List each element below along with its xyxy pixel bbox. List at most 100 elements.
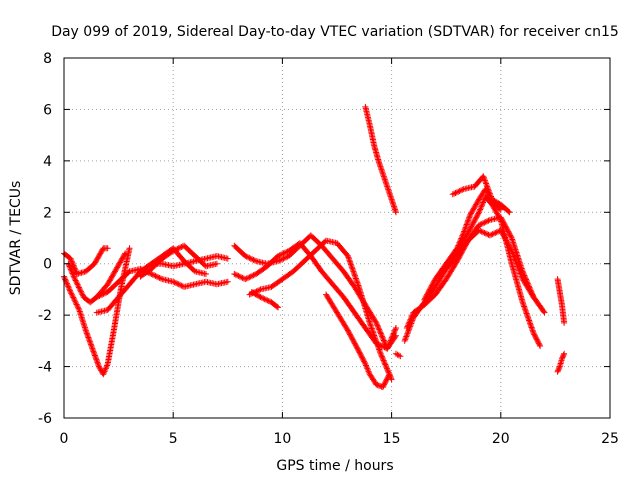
data-point bbox=[256, 293, 263, 300]
data-point bbox=[66, 287, 73, 294]
data-point bbox=[113, 265, 120, 272]
data-point bbox=[213, 260, 220, 267]
data-point bbox=[111, 269, 118, 276]
data-point bbox=[384, 366, 391, 373]
x-tick-label: 10 bbox=[273, 431, 291, 447]
data-point bbox=[378, 343, 385, 349]
data-point bbox=[404, 323, 411, 330]
data-point bbox=[497, 206, 504, 213]
data-point bbox=[344, 326, 351, 333]
data-point bbox=[485, 187, 492, 194]
data-point bbox=[530, 330, 537, 337]
data-point bbox=[66, 263, 73, 270]
data-point bbox=[422, 294, 429, 301]
data-point bbox=[501, 222, 508, 229]
data-point bbox=[349, 335, 356, 342]
data-point bbox=[348, 334, 355, 340]
data-point bbox=[457, 187, 464, 194]
data-point bbox=[95, 363, 102, 370]
data-point bbox=[358, 353, 365, 360]
data-point bbox=[260, 295, 267, 302]
data-point bbox=[96, 292, 103, 299]
data-point bbox=[264, 297, 271, 304]
data-point bbox=[485, 217, 492, 224]
data-point bbox=[95, 362, 102, 369]
data-point bbox=[422, 295, 429, 302]
data-point bbox=[529, 292, 536, 299]
data-point bbox=[111, 268, 118, 275]
data-point bbox=[355, 346, 362, 353]
data-point bbox=[175, 281, 182, 288]
data-point bbox=[99, 291, 106, 298]
data-point bbox=[385, 372, 392, 379]
data-point bbox=[480, 199, 487, 206]
data-point bbox=[478, 228, 485, 235]
data-point bbox=[378, 332, 385, 339]
plot-border bbox=[63, 57, 611, 419]
data-point bbox=[148, 271, 155, 277]
data-point bbox=[177, 244, 184, 251]
data-point bbox=[92, 259, 99, 266]
data-point bbox=[281, 254, 288, 261]
data-point bbox=[69, 270, 76, 277]
data-point bbox=[504, 227, 511, 234]
data-point bbox=[499, 217, 506, 223]
data-point bbox=[487, 192, 494, 199]
data-point bbox=[245, 254, 252, 261]
data-point bbox=[471, 217, 478, 223]
data-point bbox=[380, 357, 387, 364]
data-point bbox=[88, 342, 95, 349]
data-point bbox=[114, 263, 121, 270]
data-point bbox=[78, 289, 85, 296]
data-point bbox=[76, 285, 83, 292]
data-point bbox=[71, 274, 78, 281]
data-point bbox=[75, 283, 82, 290]
data-point bbox=[279, 251, 286, 258]
data-point bbox=[536, 341, 543, 348]
data-point bbox=[455, 241, 462, 248]
data-point bbox=[70, 273, 77, 280]
series-track bbox=[554, 350, 568, 375]
data-point bbox=[404, 329, 411, 336]
data-point bbox=[75, 284, 82, 291]
data-point bbox=[83, 330, 90, 337]
data-point bbox=[90, 348, 97, 355]
data-point bbox=[473, 213, 480, 220]
x-axis-label: GPS time / hours bbox=[276, 458, 393, 474]
data-point bbox=[458, 235, 465, 242]
data-point bbox=[246, 274, 253, 281]
data-point bbox=[379, 334, 386, 341]
data-point bbox=[516, 267, 523, 274]
data-point bbox=[373, 319, 380, 326]
data-point bbox=[475, 227, 482, 234]
data-point bbox=[68, 290, 75, 297]
data-point bbox=[459, 232, 466, 239]
data-point bbox=[406, 317, 413, 324]
data-point bbox=[460, 229, 467, 236]
data-point bbox=[382, 362, 389, 369]
data-point bbox=[108, 274, 115, 281]
data-point bbox=[242, 253, 249, 259]
data-point bbox=[481, 177, 488, 184]
data-point bbox=[377, 329, 384, 336]
data-point bbox=[466, 214, 473, 221]
data-point bbox=[484, 231, 491, 238]
data-point bbox=[381, 380, 388, 387]
data-point bbox=[518, 273, 525, 280]
data-point bbox=[405, 322, 412, 329]
x-tick-label: 15 bbox=[383, 431, 401, 447]
data-point bbox=[480, 198, 487, 205]
data-point bbox=[104, 362, 111, 369]
data-point bbox=[91, 352, 98, 359]
data-point bbox=[508, 247, 515, 254]
data-point bbox=[359, 354, 366, 361]
data-point bbox=[479, 200, 486, 207]
data-point bbox=[497, 227, 504, 234]
data-point bbox=[279, 256, 286, 263]
data-point bbox=[93, 258, 100, 265]
series-track bbox=[449, 173, 513, 216]
data-point bbox=[513, 260, 520, 267]
data-point bbox=[534, 337, 541, 344]
data-point bbox=[484, 218, 491, 225]
data-point bbox=[464, 218, 471, 225]
